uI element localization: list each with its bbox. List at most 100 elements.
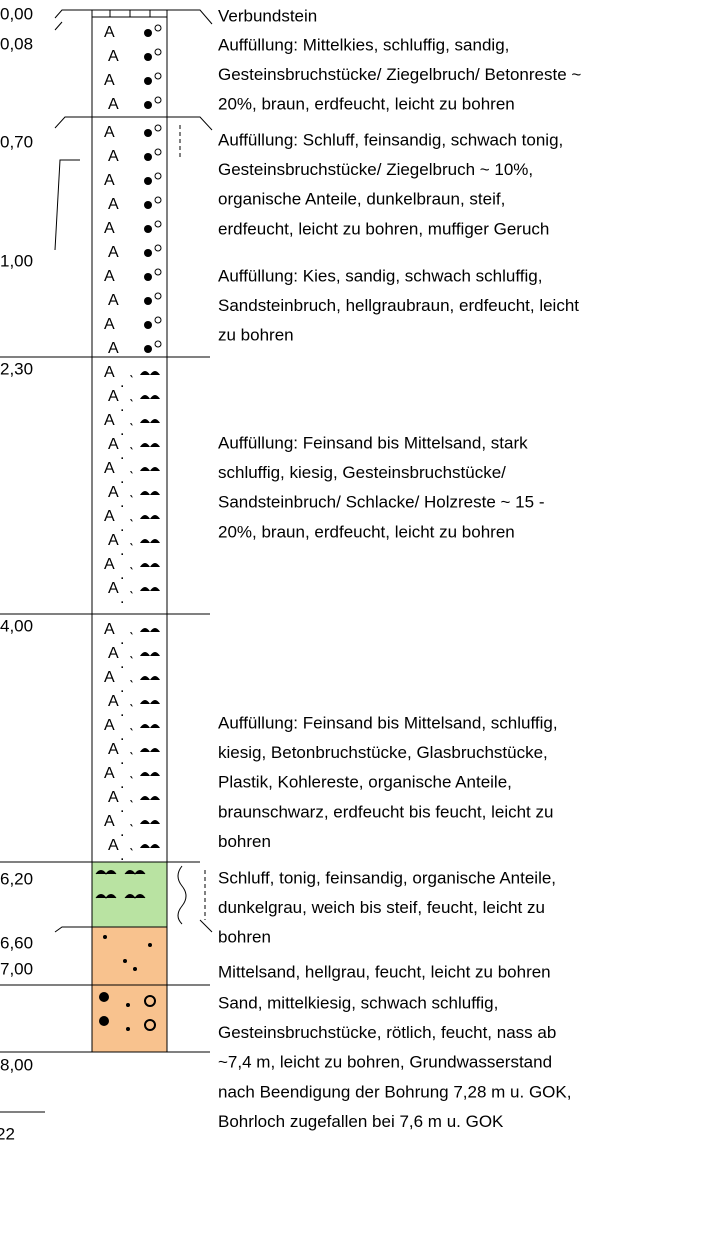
description-line: Gesteinsbruchstücke/ Ziegelbruch ~ 10%, [218,160,533,179]
symbol-dot: . ˋ [120,590,134,607]
symbol-dot: . ˋ [120,374,134,391]
symbol-a: A [104,556,115,573]
symbol-gravel [154,24,162,32]
symbol-gravel [154,96,162,104]
description-line: Sand, mittelkiesig, schwach schluffig, [218,993,498,1012]
depth-label: 6,60 [0,933,33,952]
symbol-lump [140,395,160,399]
symbol-clay [95,870,146,875]
symbol-gravel [154,340,162,348]
description-line: Sandsteinbruch, hellgraubraun, erdfeucht… [218,296,579,315]
symbol-gravel [144,201,152,209]
description-line: Schluff, tonig, feinsandig, organische A… [218,868,556,887]
description-leader [167,116,213,131]
sand-layer-fill [92,927,167,1052]
symbol-sand [103,935,107,939]
symbol-gravel [144,249,152,257]
depth-label: 6,20 [0,869,33,888]
symbol-a: A [108,196,119,213]
symbol-gravel [144,345,152,353]
symbol-gravel [144,177,152,185]
symbol-lump [140,652,160,656]
symbol-gravel [154,316,162,324]
symbol-a: A [108,48,119,65]
description-line: ~7,4 m, leicht zu bohren, Grundwassersta… [218,1053,552,1072]
depth-label: 2,30 [0,359,33,378]
description-line: Auffüllung: Mittelkies, schluffig, sandi… [218,35,509,54]
symbol-a: A [108,693,119,710]
symbol-a: A [104,316,115,333]
description-leader [199,919,213,933]
symbol-lump [140,563,160,567]
symbol-a: A [108,580,119,597]
description-line: schluffig, kiesig, Gesteinsbruchstücke/ [218,463,506,482]
symbol-sand [126,1027,130,1031]
symbol-gravel [154,196,162,204]
description-line: nach Beendigung der Bohrung 7,28 m u. GO… [218,1082,571,1101]
description-line: kiesig, Betonbruchstücke, Glasbruchstück… [218,743,548,762]
description-line: zu bohren [218,326,294,345]
symbol-gravel [144,273,152,281]
symbol-gravel [154,268,162,276]
symbol-a: A [104,669,115,686]
symbol-a: A [104,765,115,782]
description-line: Auffüllung: Kies, sandig, schwach schluf… [218,266,542,285]
symbol-gravel [144,101,152,109]
description-line: braunschwarz, erdfeucht bis feucht, leic… [218,802,553,821]
symbol-a: A [104,124,115,141]
symbol-dot: . ˋ [120,751,134,768]
description-line: bohren [218,832,271,851]
symbol-lump [140,628,160,632]
symbol-gravel [154,72,162,80]
depth-label: 4,00 [0,616,33,635]
symbol-dot: . ˋ [120,446,134,463]
symbol-a: A [108,484,119,501]
symbol-dot: . ˋ [120,823,134,840]
description-leader [167,9,213,25]
description-line: Auffüllung: Feinsand bis Mittelsand, sch… [218,713,558,732]
description-line: Auffüllung: Schluff, feinsandig, schwach… [218,130,563,149]
cut-label: 22 [0,1124,15,1143]
symbol-a: A [108,292,119,309]
symbol-lump [140,491,160,495]
symbol-lump [140,772,160,776]
symbol-a: A [104,412,115,429]
description-line: bohren [218,928,271,947]
symbol-dot: . ˋ [120,494,134,511]
description-line: erdfeucht, leicht zu bohren, muffiger Ge… [218,219,549,238]
symbol-gravel [154,220,162,228]
symbol-a: A [108,789,119,806]
symbol-a: A [108,436,119,453]
symbol-gravel [154,292,162,300]
symbol-dot: . ˋ [120,518,134,535]
description-line: Plastik, Kohlereste, organische Anteile, [218,773,512,792]
symbol-gravel [99,1016,109,1026]
symbol-gravel [144,29,152,37]
symbol-a: A [104,220,115,237]
description-line: 20%, braun, erdfeucht, leicht zu bohren [218,95,515,114]
symbol-a: A [108,388,119,405]
symbol-a: A [104,460,115,477]
symbol-lump [140,419,160,423]
symbol-gravel [144,129,152,137]
symbol-a: A [108,96,119,113]
symbol-dot: . ˋ [120,566,134,583]
symbol-dot: . ˋ [120,727,134,744]
symbol-a: A [108,645,119,662]
depth-leader [54,9,92,19]
symbol-lump [140,796,160,800]
symbol-gravel [144,53,152,61]
description-line: Gesteinsbruchstücke/ Ziegelbruch/ Betonr… [218,65,581,84]
symbol-lump [140,844,160,848]
depth-leader [54,116,92,129]
symbol-lump [140,467,160,471]
symbol-dot: . ˋ [120,422,134,439]
symbol-gravel [154,244,162,252]
symbol-dot: . ˋ [120,679,134,696]
symbol-lump [140,443,160,447]
symbol-a: A [104,364,115,381]
symbol-gravel [99,992,109,1002]
symbol-a: A [108,532,119,549]
symbol-dot: . ˋ [120,631,134,648]
symbol-sand [133,967,137,971]
